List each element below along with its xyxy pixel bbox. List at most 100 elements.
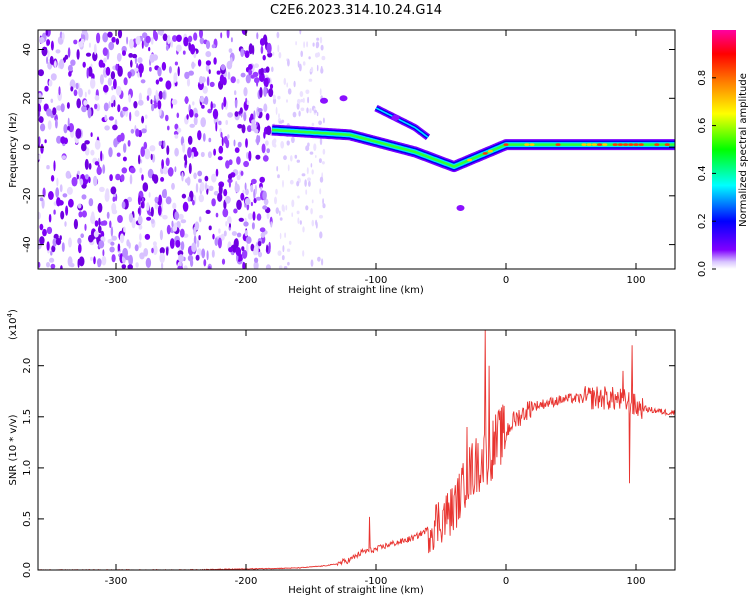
snr-data [38, 330, 675, 570]
noise-speck [203, 259, 207, 267]
faint-speck [283, 266, 288, 269]
noise-speck [56, 105, 62, 111]
ridge-peak [638, 143, 644, 146]
noise-speck [173, 72, 178, 83]
noise-speck [122, 247, 128, 258]
noise-speck [91, 211, 95, 220]
noise-speck [54, 60, 57, 69]
noise-speck [166, 224, 171, 235]
faint-speck [286, 99, 288, 103]
noise-speck [165, 44, 169, 51]
faint-speck [278, 120, 283, 124]
noise-speck [165, 80, 172, 90]
snr-y-ticks: 0.0 0.5 1.0 1.5 2.0 [22, 358, 675, 578]
noise-speck [139, 252, 145, 260]
noise-speck [58, 86, 61, 96]
noise-speck [158, 140, 162, 147]
noise-speck [98, 217, 101, 227]
noise-speck [240, 48, 245, 57]
noise-speck [225, 221, 228, 227]
noise-speck [195, 183, 199, 193]
noise-speck [126, 36, 129, 45]
noise-speck [64, 221, 67, 227]
noise-speck [213, 57, 217, 65]
noise-speck [181, 193, 187, 199]
noise-speck [254, 63, 259, 68]
faint-speck [303, 41, 305, 49]
noise-speck [208, 225, 212, 231]
noise-speck [239, 107, 243, 114]
noise-speck [183, 265, 188, 269]
noise-speck [105, 188, 110, 198]
noise-speck [75, 128, 82, 139]
faint-speck [299, 63, 302, 72]
noise-speck [199, 95, 205, 103]
faint-speck [311, 122, 315, 127]
noise-speck [150, 99, 153, 105]
noise-speck [165, 157, 170, 167]
noise-speck [130, 59, 133, 68]
noise-speck [215, 212, 219, 218]
faint-speck [297, 98, 301, 105]
noise-speck [40, 143, 44, 154]
noise-speck [171, 182, 175, 190]
ridge-peak [597, 143, 603, 146]
noise-speck [142, 32, 148, 39]
noise-speck [205, 60, 211, 66]
faint-speck [322, 148, 326, 155]
noise-speck [93, 175, 98, 187]
faint-speck [309, 151, 314, 155]
noise-speck [93, 43, 97, 55]
spot [391, 114, 400, 121]
noise-speck [174, 123, 179, 130]
noise-speck [82, 61, 86, 68]
faint-speck [304, 179, 307, 187]
noise-speck [251, 178, 257, 185]
noise-speck [262, 190, 267, 201]
noise-speck [116, 134, 123, 143]
noise-speck [65, 205, 69, 216]
noise-speck [141, 40, 144, 49]
noise-speck [252, 211, 256, 221]
noise-speck [179, 261, 182, 267]
noise-speck [233, 208, 238, 214]
noise-speck [250, 122, 257, 132]
faint-speck [295, 41, 297, 46]
faint-speck [287, 88, 292, 95]
noise-speck [38, 211, 41, 220]
faint-speck [279, 232, 282, 240]
ridge-peak [482, 152, 488, 155]
noise-speck [217, 192, 223, 202]
faint-speck [316, 37, 320, 41]
noise-speck [86, 67, 89, 79]
faint-speck [286, 140, 290, 146]
noise-speck [59, 58, 65, 70]
faint-speck [272, 51, 275, 56]
noise-speck [55, 187, 60, 198]
noise-speck [120, 174, 125, 182]
faint-speck [296, 159, 300, 163]
noise-speck [129, 174, 133, 185]
noise-speck [128, 242, 131, 249]
noise-speck [111, 102, 114, 108]
faint-speck [310, 163, 313, 168]
noise-speck [193, 32, 198, 41]
noise-speck [108, 41, 115, 51]
noise-speck [109, 246, 115, 253]
faint-speck [307, 177, 311, 181]
noise-speck [230, 76, 236, 84]
noise-speck [90, 78, 96, 89]
noise-speck [94, 95, 100, 101]
spectrogram-x-label: Height of straight line (km) [288, 285, 424, 296]
noise-speck [167, 125, 170, 131]
noise-speck [119, 233, 125, 244]
noise-speck [150, 206, 154, 217]
noise-speck [265, 113, 270, 121]
noise-speck [244, 198, 251, 205]
faint-speck [302, 250, 305, 257]
y-tick-label: 0.5 [22, 511, 33, 527]
noise-speck [68, 71, 72, 77]
noise-speck [198, 235, 201, 241]
noise-speck [180, 241, 185, 251]
noise-speck [211, 173, 217, 183]
